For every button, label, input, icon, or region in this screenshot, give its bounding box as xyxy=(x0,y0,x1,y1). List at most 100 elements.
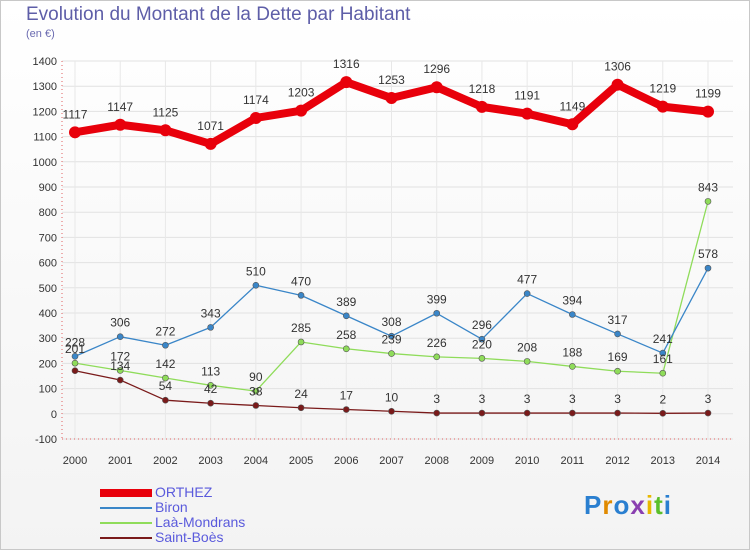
data-point-la-mondrans xyxy=(297,338,305,346)
y-tick-label: 100 xyxy=(39,384,57,396)
data-label-biron: 272 xyxy=(155,324,175,338)
data-label-la-mondrans: 220 xyxy=(472,337,492,351)
data-label-orthez: 1306 xyxy=(604,60,631,74)
data-label-la-mondrans: 201 xyxy=(65,342,85,356)
data-label-biron: 578 xyxy=(698,247,718,261)
data-label-orthez: 1149 xyxy=(559,99,585,113)
data-point-biron xyxy=(162,341,169,349)
y-tick-label: 1000 xyxy=(33,157,57,169)
data-label-saint-bo-s: 42 xyxy=(204,382,218,396)
y-tick-label: 1200 xyxy=(33,106,57,118)
data-point-orthez xyxy=(249,111,262,124)
data-point-saint-bo-s xyxy=(523,409,531,417)
y-tick-label: 300 xyxy=(39,333,57,345)
data-label-saint-bo-s: 3 xyxy=(479,392,486,406)
data-label-biron: 317 xyxy=(608,313,628,327)
data-point-la-mondrans xyxy=(71,359,79,367)
x-tick-label: 2006 xyxy=(334,455,358,467)
x-tick-label: 2014 xyxy=(696,455,720,467)
data-point-biron xyxy=(433,309,441,317)
data-point-orthez xyxy=(295,104,308,117)
data-point-orthez xyxy=(340,76,353,89)
data-point-la-mondrans xyxy=(614,367,621,375)
data-point-saint-bo-s xyxy=(478,409,486,417)
logo-letter: o xyxy=(613,490,631,520)
data-label-orthez: 1191 xyxy=(514,89,540,103)
data-point-biron xyxy=(252,281,260,289)
data-point-la-mondrans xyxy=(388,350,395,357)
data-label-saint-bo-s: 3 xyxy=(433,392,440,406)
data-label-saint-bo-s: 134 xyxy=(110,359,130,373)
legend-label-biron: Biron xyxy=(155,499,188,515)
data-point-biron xyxy=(207,324,214,331)
data-point-saint-bo-s xyxy=(252,402,260,409)
logo-letter: i xyxy=(663,490,672,520)
legend-label-orthez: ORTHEZ xyxy=(155,484,213,500)
data-label-biron: 399 xyxy=(427,292,447,306)
x-tick-label: 2007 xyxy=(379,455,403,467)
data-point-orthez xyxy=(69,126,81,139)
data-label-saint-bo-s: 2 xyxy=(659,392,666,406)
data-point-saint-bo-s xyxy=(116,376,124,384)
data-point-orthez xyxy=(204,137,217,150)
y-tick-label: 1400 xyxy=(33,56,57,68)
y-tick-label: 1100 xyxy=(33,132,57,144)
data-label-la-mondrans: 169 xyxy=(608,350,628,364)
legend-swatch-saint-boes xyxy=(100,537,152,539)
data-point-orthez xyxy=(702,105,714,118)
y-tick-label: 200 xyxy=(39,358,57,370)
data-label-la-mondrans: 172 xyxy=(110,349,130,363)
x-tick-label: 2002 xyxy=(153,455,177,467)
data-label-saint-bo-s: 3 xyxy=(614,392,621,406)
data-point-saint-bo-s xyxy=(704,409,712,417)
data-label-saint-bo-s: 3 xyxy=(524,392,531,406)
data-point-saint-bo-s xyxy=(71,367,79,375)
data-point-la-mondrans xyxy=(523,358,531,365)
data-point-orthez xyxy=(430,81,443,94)
data-label-orthez: 1253 xyxy=(378,73,405,87)
data-point-biron xyxy=(478,335,486,343)
data-label-saint-bo-s: 54 xyxy=(159,379,173,393)
data-label-biron: 477 xyxy=(517,273,537,287)
data-point-biron xyxy=(659,349,667,357)
data-label-la-mondrans: 843 xyxy=(698,180,718,194)
x-tick-label: 2008 xyxy=(424,455,448,467)
data-label-la-mondrans: 90 xyxy=(249,370,263,384)
data-label-saint-bo-s: 38 xyxy=(249,384,263,398)
data-label-saint-bo-s: 3 xyxy=(569,392,576,406)
legend-swatch-orthez xyxy=(100,489,152,497)
data-label-orthez: 1071 xyxy=(197,119,224,133)
data-point-la-mondrans xyxy=(116,367,124,374)
data-label-saint-bo-s: 17 xyxy=(340,389,354,403)
data-label-la-mondrans: 239 xyxy=(381,333,401,347)
logo-letter: x xyxy=(630,490,646,520)
data-point-biron xyxy=(71,353,79,360)
data-point-saint-bo-s xyxy=(569,409,576,417)
y-tick-label: 400 xyxy=(39,308,57,320)
data-point-biron xyxy=(342,312,350,320)
data-point-biron xyxy=(523,290,531,297)
y-tick-label: 600 xyxy=(39,258,57,270)
logo-letter: P xyxy=(584,490,603,520)
logo-letter: i xyxy=(645,490,655,520)
data-label-la-mondrans: 285 xyxy=(291,321,311,335)
data-label-la-mondrans: 188 xyxy=(562,345,582,359)
data-point-biron xyxy=(704,264,712,272)
axes: -100 0 100 200 300 400 500 600 700 800 900 1000 1100… xyxy=(33,56,733,467)
data-point-saint-bo-s xyxy=(162,396,169,404)
x-tick-label: 2011 xyxy=(561,455,585,467)
x-tick-label: 2003 xyxy=(198,455,222,467)
data-point-orthez xyxy=(521,107,534,120)
x-tick-label: 2009 xyxy=(470,455,494,467)
data-point-la-mondrans xyxy=(478,355,486,362)
y-tick-label: 900 xyxy=(39,182,57,194)
data-label-la-mondrans: 258 xyxy=(336,328,356,342)
data-point-saint-bo-s xyxy=(433,409,441,417)
y-tick-label: 0 xyxy=(51,409,57,421)
data-label-biron: 470 xyxy=(291,274,311,288)
data-point-saint-bo-s xyxy=(388,407,395,415)
data-point-la-mondrans xyxy=(433,353,441,361)
y-tick-label: -100 xyxy=(35,434,57,446)
data-point-la-mondrans xyxy=(342,345,350,353)
